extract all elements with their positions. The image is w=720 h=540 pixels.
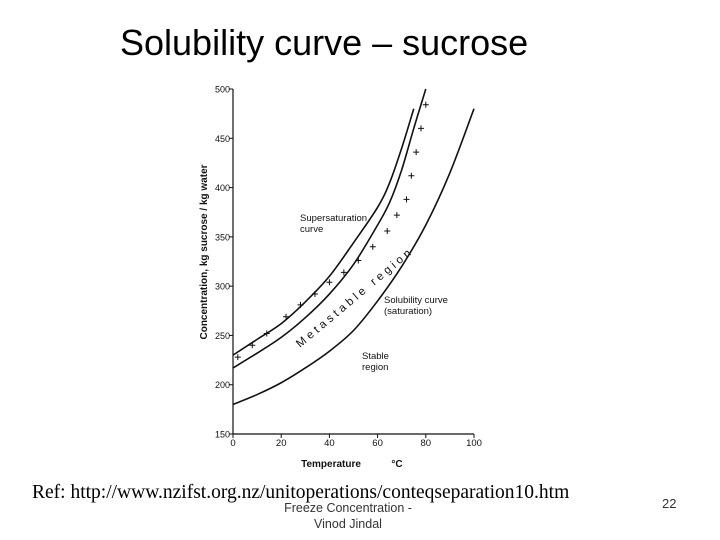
- x-axis-unit: °C: [391, 459, 402, 470]
- reference-link[interactable]: Ref: http://www.nzifst.org.nz/unitoperat…: [32, 482, 570, 503]
- annotation-supersaturation: Supersaturation: [300, 213, 367, 224]
- annotation-solubility: (saturation): [384, 306, 432, 317]
- data-point: [393, 212, 400, 219]
- footer-line-1: Freeze Concentration -: [284, 501, 412, 515]
- data-point: [249, 342, 256, 349]
- annotation-stable-region: Stable: [362, 351, 389, 362]
- annotation-stable-region: region: [362, 362, 388, 373]
- x-tick-label: 0: [230, 438, 235, 449]
- data-point: [355, 257, 362, 264]
- x-tick-label: 20: [276, 438, 287, 449]
- y-tick-label: 400: [215, 183, 230, 193]
- x-tick-label: 40: [324, 438, 335, 449]
- data-point: [340, 269, 347, 276]
- x-tick-label: 100: [466, 438, 482, 449]
- solubility-curve: [232, 108, 475, 406]
- supersaturation-curve: [232, 88, 427, 369]
- data-point: [369, 243, 376, 250]
- x-axis-label: Temperature: [301, 459, 361, 470]
- y-tick-label: 350: [215, 232, 230, 242]
- y-tick-label: 200: [215, 380, 230, 390]
- data-point: [413, 149, 420, 156]
- data-point: [408, 172, 415, 179]
- y-tick-label: 250: [215, 331, 230, 341]
- series-group: [232, 88, 475, 406]
- data-point: [326, 279, 333, 286]
- data-point: [263, 330, 270, 337]
- y-tick-label: 500: [215, 85, 230, 95]
- y-tick-label: 150: [215, 430, 230, 440]
- data-point: [422, 101, 429, 108]
- data-point: [403, 196, 410, 203]
- footer-line-2: Vinod Jindal: [314, 517, 382, 531]
- page-number: 22: [662, 496, 677, 511]
- data-point: [283, 313, 290, 320]
- upper-curve: [232, 108, 415, 356]
- experimental-points: [234, 101, 429, 361]
- x-tick-label: 80: [421, 438, 432, 449]
- slide-footer: Freeze Concentration - Vinod Jindal: [268, 500, 428, 532]
- slide-title: Solubility curve – sucrose: [120, 22, 529, 63]
- annotation-solubility: Solubility curve: [384, 295, 448, 306]
- y-tick-label: 450: [215, 134, 230, 144]
- annotation-supersaturation: curve: [300, 224, 323, 235]
- data-point: [384, 227, 391, 234]
- y-tick-label: 300: [215, 282, 230, 292]
- data-point: [311, 291, 318, 298]
- x-tick-label: 60: [372, 438, 383, 449]
- data-point: [297, 301, 304, 308]
- y-axis-label: Concentration, kg sucrose / kg water: [199, 164, 210, 339]
- axes: 150 200 250 300 350 400 450 500 0 20 40 60 80 100 Temp…: [199, 85, 482, 471]
- data-point: [234, 354, 241, 361]
- data-point: [417, 125, 424, 132]
